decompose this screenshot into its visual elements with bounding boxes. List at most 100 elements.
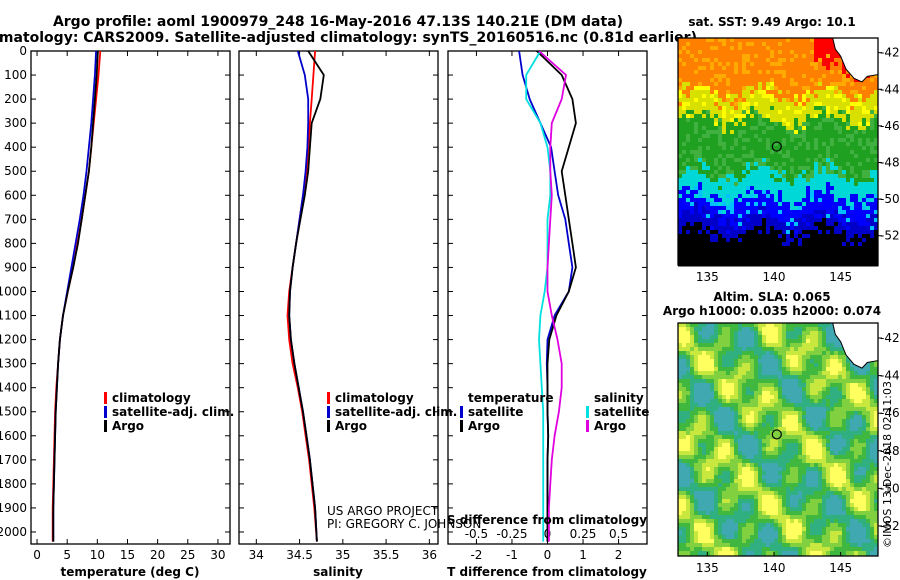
- map-cell: [786, 451, 791, 456]
- map-cell: [790, 254, 795, 259]
- map-cell: [778, 379, 783, 384]
- map-cell: [858, 419, 863, 424]
- map-cell: [838, 146, 843, 151]
- map-cell: [742, 363, 747, 368]
- map-cell: [782, 186, 787, 191]
- map-cell: [826, 250, 831, 255]
- depth-tick-label: 300: [4, 116, 27, 130]
- map-cell: [838, 351, 843, 356]
- map-cell: [850, 110, 855, 115]
- map-cell: [702, 335, 707, 340]
- map-cell: [714, 323, 719, 328]
- map-cell: [702, 214, 707, 219]
- map-cell: [730, 254, 735, 259]
- map-cell: [782, 138, 787, 143]
- map-cell: [786, 170, 791, 175]
- map-cell: [786, 423, 791, 428]
- map-cell: [870, 134, 875, 139]
- map-cell: [774, 150, 779, 155]
- map-cell: [870, 106, 875, 111]
- map-cell: [774, 66, 779, 71]
- map-cell: [682, 391, 687, 396]
- map-cell: [766, 134, 771, 139]
- map-cell: [830, 78, 835, 83]
- map-cell: [734, 431, 739, 436]
- map-cell: [778, 154, 783, 159]
- map-cell: [714, 146, 719, 151]
- map-cell: [802, 403, 807, 408]
- map-cell: [698, 359, 703, 364]
- map-cell: [682, 142, 687, 147]
- map-cell: [826, 363, 831, 368]
- map-cell: [686, 186, 691, 191]
- map-cell: [762, 94, 767, 99]
- map-cell: [758, 383, 763, 388]
- map-cell: [782, 439, 787, 444]
- map-cell: [818, 198, 823, 203]
- map-cell: [846, 246, 851, 251]
- map-cell: [866, 186, 871, 191]
- map-cell: [794, 214, 799, 219]
- map-cell: [722, 202, 727, 207]
- map-cell: [822, 190, 827, 195]
- map-cell: [722, 339, 727, 344]
- map-cell: [766, 126, 771, 131]
- map-cell: [870, 403, 875, 408]
- map-cell: [850, 367, 855, 372]
- map-cell: [778, 439, 783, 444]
- map-cell: [770, 242, 775, 247]
- map-cell: [806, 182, 811, 187]
- map-cell: [874, 214, 879, 219]
- map-cell: [770, 355, 775, 360]
- map-cell: [706, 158, 711, 163]
- map-cell: [862, 242, 867, 247]
- map-cell: [750, 254, 755, 259]
- map-cell: [750, 182, 755, 187]
- map-cell: [770, 331, 775, 336]
- map-cell: [798, 463, 803, 468]
- map-cell: [726, 435, 731, 440]
- map-cell: [754, 46, 759, 51]
- map-cell: [854, 242, 859, 247]
- map-cell: [790, 134, 795, 139]
- lat-tick-label: -44: [880, 82, 900, 96]
- map-cell: [806, 198, 811, 203]
- map-cell: [818, 427, 823, 432]
- map-cell: [686, 395, 691, 400]
- map-cell: [806, 423, 811, 428]
- map-cell: [786, 379, 791, 384]
- map-cell: [862, 126, 867, 131]
- map-cell: [686, 355, 691, 360]
- map-cell: [822, 186, 827, 191]
- map-cell: [722, 250, 727, 255]
- map-cell: [814, 451, 819, 456]
- map-cell: [754, 98, 759, 103]
- x-tick-label: 5: [63, 548, 71, 562]
- map-cell: [818, 399, 823, 404]
- map-cell: [710, 431, 715, 436]
- map-cell: [782, 154, 787, 159]
- map-cell: [870, 114, 875, 119]
- map-cell: [782, 234, 787, 239]
- map-cell: [730, 435, 735, 440]
- map-cell: [718, 387, 723, 392]
- map-cell: [838, 246, 843, 251]
- map-cell: [758, 70, 763, 75]
- map-cell: [762, 467, 767, 472]
- map-cell: [826, 54, 831, 59]
- map-cell: [766, 206, 771, 211]
- map-cell: [838, 226, 843, 231]
- map-cell: [706, 395, 711, 400]
- map-cell: [706, 178, 711, 183]
- map-cell: [762, 150, 767, 155]
- map-cell: [870, 130, 875, 135]
- map-cell: [866, 210, 871, 215]
- map-cell: [710, 94, 715, 99]
- map-cell: [778, 46, 783, 51]
- map-cell: [762, 70, 767, 75]
- map-cell: [694, 78, 699, 83]
- map-cell: [794, 331, 799, 336]
- map-cell: [830, 427, 835, 432]
- map-cell: [678, 42, 683, 47]
- map-cell: [734, 423, 739, 428]
